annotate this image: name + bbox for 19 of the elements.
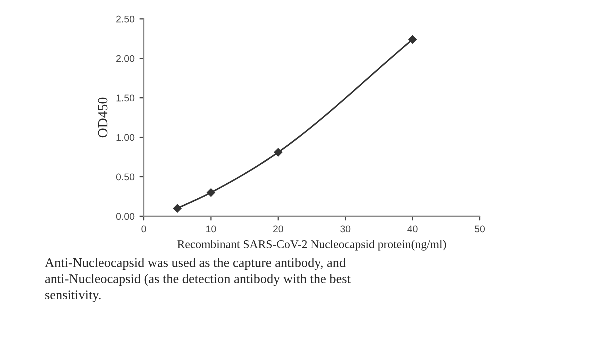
y-tick-label: 1.00 [116, 134, 135, 142]
x-tick-label: 0 [142, 226, 146, 233]
y-tick-label: 2.50 [116, 16, 135, 23]
text: Anti-Nucleocapsid was used as the capture antibody, and anti-Nucleocapsid (as the detection antibody with the best sensitivity. [45, 258, 351, 302]
x-tick-label: 20 [273, 226, 284, 233]
point [274, 148, 283, 157]
x-axis-title: Recombinant SARS-CoV-2 Nucleocapsid protein(ng/ml) [178, 240, 446, 251]
y-axis-title: OD450 [98, 98, 108, 138]
point [207, 188, 216, 197]
y-tick-label: 1.50 [116, 94, 135, 102]
x-tick-label: 40 [408, 226, 418, 233]
y-tick-label: 0.50 [116, 174, 135, 181]
point [408, 36, 417, 44]
point [173, 204, 182, 213]
x-tick-label: 50 [474, 226, 486, 233]
y-tick-label: 2.00 [116, 55, 135, 62]
x-tick-label: 30 [340, 226, 351, 233]
y-tick-label: 0.00 [116, 213, 135, 220]
x-tick-label: 10 [206, 226, 216, 233]
